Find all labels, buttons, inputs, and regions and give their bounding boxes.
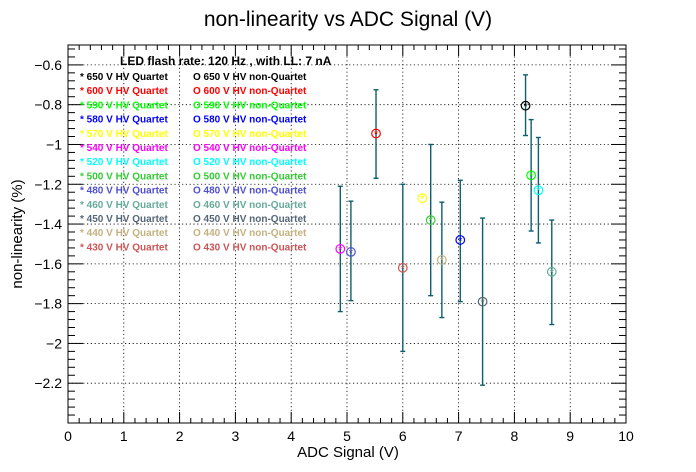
x-tick-label: 6 <box>399 428 407 444</box>
x-tick-label: 7 <box>455 428 463 444</box>
legend-header: LED flash rate: 120 Hz , with LL: 7 nA <box>120 54 332 68</box>
x-tick-label: 2 <box>176 428 184 444</box>
x-axis-label: ADC Signal (V) <box>297 444 399 461</box>
legend-entry-non-quartet: O 500 V HV non-Quartet <box>193 171 307 182</box>
data-marker-star: * <box>536 186 541 198</box>
data-marker-circle <box>335 244 346 254</box>
data-marker-star: * <box>529 171 534 183</box>
data-point-540v: * <box>335 185 346 313</box>
y-tick-label: −2 <box>46 335 62 351</box>
x-tick-label: 1 <box>120 428 128 444</box>
data-point-440v: * <box>436 201 447 319</box>
data-marker-circle <box>533 185 544 196</box>
data-marker-circle <box>371 128 381 139</box>
data-marker-circle <box>520 100 531 111</box>
legend-entry-non-quartet: O 570 V HV non-Quartet <box>193 129 307 140</box>
legend-entry-non-quartet: O 450 V HV non-Quartet <box>193 214 307 225</box>
data-marks: ************* <box>335 74 557 386</box>
data-point-590v: * <box>526 118 537 232</box>
data-point-460v: * <box>546 219 557 326</box>
y-tick-label: −1.8 <box>34 296 62 312</box>
legend-entry-quartet: * 590 V HV Quartet <box>80 100 168 111</box>
legend-entry-quartet: * 430 V HV Quartet <box>80 242 168 253</box>
chart-title: non-linearity vs ADC Signal (V) <box>204 8 492 31</box>
y-tick-label: −2.2 <box>34 375 62 391</box>
data-point-570v: * <box>417 193 428 206</box>
y-tick-label: −1.6 <box>34 256 62 272</box>
legend-entry-quartet: * 450 V HV Quartet <box>80 214 168 225</box>
legend-entry-non-quartet: O 430 V HV non-Quartet <box>193 242 307 253</box>
y-tick-label: −0.8 <box>34 97 62 113</box>
legend-entry-non-quartet: O 600 V HV non-Quartet <box>193 86 307 97</box>
data-marker-circle <box>455 235 466 245</box>
x-tick-label: 3 <box>232 428 240 444</box>
x-tick-label: 10 <box>618 428 634 444</box>
data-marker-star: * <box>401 263 406 275</box>
x-tick-label: 4 <box>287 428 295 444</box>
data-marker-star: * <box>349 247 354 259</box>
data-marker-circle <box>346 247 356 257</box>
data-point-650v: * <box>520 74 531 137</box>
y-tick-label: −0.6 <box>34 57 62 73</box>
legend-entry-non-quartet: O 480 V HV non-Quartet <box>193 186 307 197</box>
data-point-580v: * <box>455 179 466 303</box>
legend-entry-quartet: * 480 V HV Quartet <box>80 186 168 197</box>
data-marker-star: * <box>550 267 555 279</box>
x-tick-label: 9 <box>566 428 574 444</box>
data-marker-star: * <box>458 235 463 247</box>
y-axis-label: non-linearity (%) <box>9 179 26 288</box>
data-point-520v: * <box>533 136 544 244</box>
x-tick-label: 5 <box>343 428 351 444</box>
axes: 0 1 2 3 4 5 6 7 8 9 10 −0.6 −0.8 −1 −1.2 −1.4 −1.6 −1.8 −2… <box>34 45 634 444</box>
data-marker-star: * <box>338 244 343 256</box>
data-marker-star: * <box>420 194 425 206</box>
data-marker-circle <box>546 266 557 277</box>
legend-entry-quartet: * 540 V HV Quartet <box>80 143 168 154</box>
legend-entry-non-quartet: O 460 V HV non-Quartet <box>193 200 307 211</box>
y-tick-label: −1.4 <box>34 216 62 232</box>
x-tick-label: 0 <box>64 428 72 444</box>
data-marker-circle <box>436 254 447 265</box>
data-marker-star: * <box>429 216 434 228</box>
data-marker-star: * <box>374 129 379 141</box>
data-point-480v: * <box>346 200 356 302</box>
legend-entry-non-quartet: O 590 V HV non-Quartet <box>193 100 307 111</box>
legend: LED flash rate: 120 Hz , with LL: 7 nA *… <box>80 54 332 253</box>
legend-entry-quartet: * 580 V HV Quartet <box>80 115 168 126</box>
legend-entry-non-quartet: O 580 V HV non-Quartet <box>193 115 307 126</box>
legend-entry-quartet: * 500 V HV Quartet <box>80 171 168 182</box>
legend-entry-quartet: * 440 V HV Quartet <box>80 228 168 239</box>
data-marker-star: * <box>440 255 445 267</box>
data-marker-circle <box>526 170 537 181</box>
data-point-430v: * <box>397 183 408 353</box>
legend-entry-quartet: * 520 V HV Quartet <box>80 157 168 168</box>
data-marker-star: * <box>480 297 485 309</box>
data-marker-circle <box>397 262 408 273</box>
legend-entry-quartet: * 650 V HV Quartet <box>80 72 168 83</box>
legend-entry-quartet: * 600 V HV Quartet <box>80 86 168 97</box>
legend-entry-quartet: * 570 V HV Quartet <box>80 129 168 140</box>
data-marker-star: * <box>523 101 528 113</box>
x-tick-label: 8 <box>511 428 519 444</box>
data-point-500v: * <box>425 143 436 297</box>
legend-entry-non-quartet: O 520 V HV non-Quartet <box>193 157 307 168</box>
data-marker-circle <box>477 296 488 307</box>
legend-entry-non-quartet: O 650 V HV non-Quartet <box>193 72 307 83</box>
y-tick-label: −1.2 <box>34 176 62 192</box>
data-marker-circle <box>417 193 428 204</box>
data-marker-circle <box>425 215 436 225</box>
legend-entry-non-quartet: O 440 V HV non-Quartet <box>193 228 307 239</box>
y-tick-label: −1 <box>46 136 62 152</box>
legend-entry-non-quartet: O 540 V HV non-Quartet <box>193 143 307 154</box>
legend-entry-quartet: * 460 V HV Quartet <box>80 200 168 211</box>
data-point-450v: * <box>477 217 488 386</box>
data-point-600v: * <box>371 89 381 179</box>
